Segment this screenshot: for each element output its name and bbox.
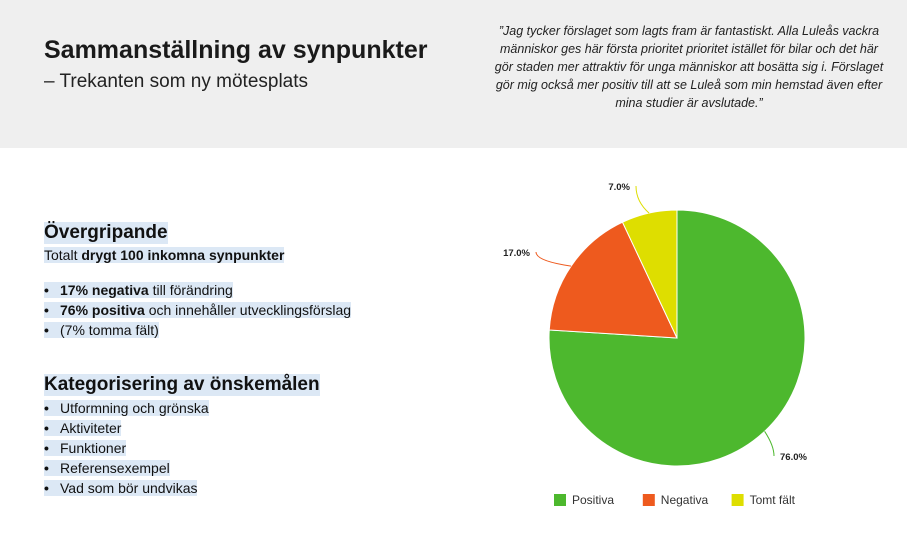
header-banner: Sammanställning av synpunkter – Trekante…: [0, 0, 907, 148]
legend-item: Tomt fält: [731, 493, 796, 507]
citizen-quote: ”Jag tycker förslaget som lagts fram är …: [494, 24, 884, 110]
legend-item: Positiva: [554, 493, 614, 507]
page-title: Sammanställning av synpunkter: [44, 36, 428, 64]
slice-data-label: 7.0%: [608, 182, 630, 193]
page-subtitle: – Trekanten som ny mötesplats: [44, 71, 309, 92]
list-item: • Referensexempel: [44, 458, 209, 478]
overview-total-bold: drygt 100 inkomna synpunkter: [81, 247, 285, 263]
bullet-icon: •: [44, 440, 49, 456]
legend-swatch: [642, 494, 655, 506]
list-item: • Aktiviteter: [44, 418, 209, 438]
slice-leader-line: [635, 185, 650, 214]
bullet-icon: •: [44, 400, 49, 416]
bullet-icon: •: [44, 480, 49, 496]
bullet-icon: •: [44, 460, 49, 476]
list-item: • Funktioner: [44, 438, 209, 458]
bullet-bold: 17% negativa: [60, 282, 149, 298]
bullet-icon: •: [44, 302, 49, 318]
overview-heading: Övergripande: [44, 222, 168, 244]
pie-slice-negativa: [548, 221, 678, 339]
list-item: • (7% tomma fält): [44, 320, 351, 340]
slice-data-label: 76.0%: [780, 452, 807, 463]
legend-swatch: [554, 494, 566, 506]
overview-total: Totalt drygt 100 inkomna synpunkter: [44, 247, 285, 263]
pie-slice-positiva: [548, 209, 806, 467]
legend-label: Negativa: [661, 493, 709, 507]
bullet-icon: •: [44, 322, 49, 338]
categories-heading: Kategorisering av önskemålen: [44, 374, 320, 396]
legend-item: Negativa: [642, 493, 709, 507]
legend-label: Tomt fält: [750, 493, 796, 507]
categories-list: • Utformning och grönska • Aktiviteter • Fu…: [44, 398, 209, 498]
bullet-icon: •: [44, 282, 49, 298]
list-item: • Vad som bör undvikas: [44, 478, 209, 498]
slice-leader-line: [535, 251, 572, 267]
bullet-bold: 76% positiva: [60, 302, 145, 318]
bullet-text: till förändring: [148, 282, 233, 298]
list-item: • 17% negativa till förändring: [44, 280, 351, 300]
bullet-text: och innehåller utvecklingsförslag: [144, 302, 352, 318]
overview-total-prefix: Totalt: [44, 247, 82, 263]
list-item: • Utformning och grönska: [44, 398, 209, 418]
category-label: Funktioner: [60, 440, 127, 456]
legend-label: Positiva: [572, 493, 614, 507]
slice-leader-line: [764, 431, 775, 457]
overview-bullet-list: • 17% negativa till förändring • 76% posit…: [44, 280, 352, 340]
bullet-text: (7% tomma fält): [60, 322, 159, 338]
legend-swatch: [731, 494, 744, 506]
category-label: Referensexempel: [60, 460, 170, 476]
slice-data-label: 17.0%: [503, 248, 530, 259]
list-item: • 76% positiva och innehåller utvecklings…: [44, 300, 352, 320]
category-label: Vad som bör undvikas: [60, 480, 198, 496]
category-label: Utformning och grönska: [60, 400, 209, 416]
category-label: Aktiviteter: [60, 420, 122, 436]
pie-chart: 76.0% 17.0% 7.0% Positiva Negativa Tomt fält: [503, 182, 807, 507]
bullet-icon: •: [44, 420, 49, 436]
